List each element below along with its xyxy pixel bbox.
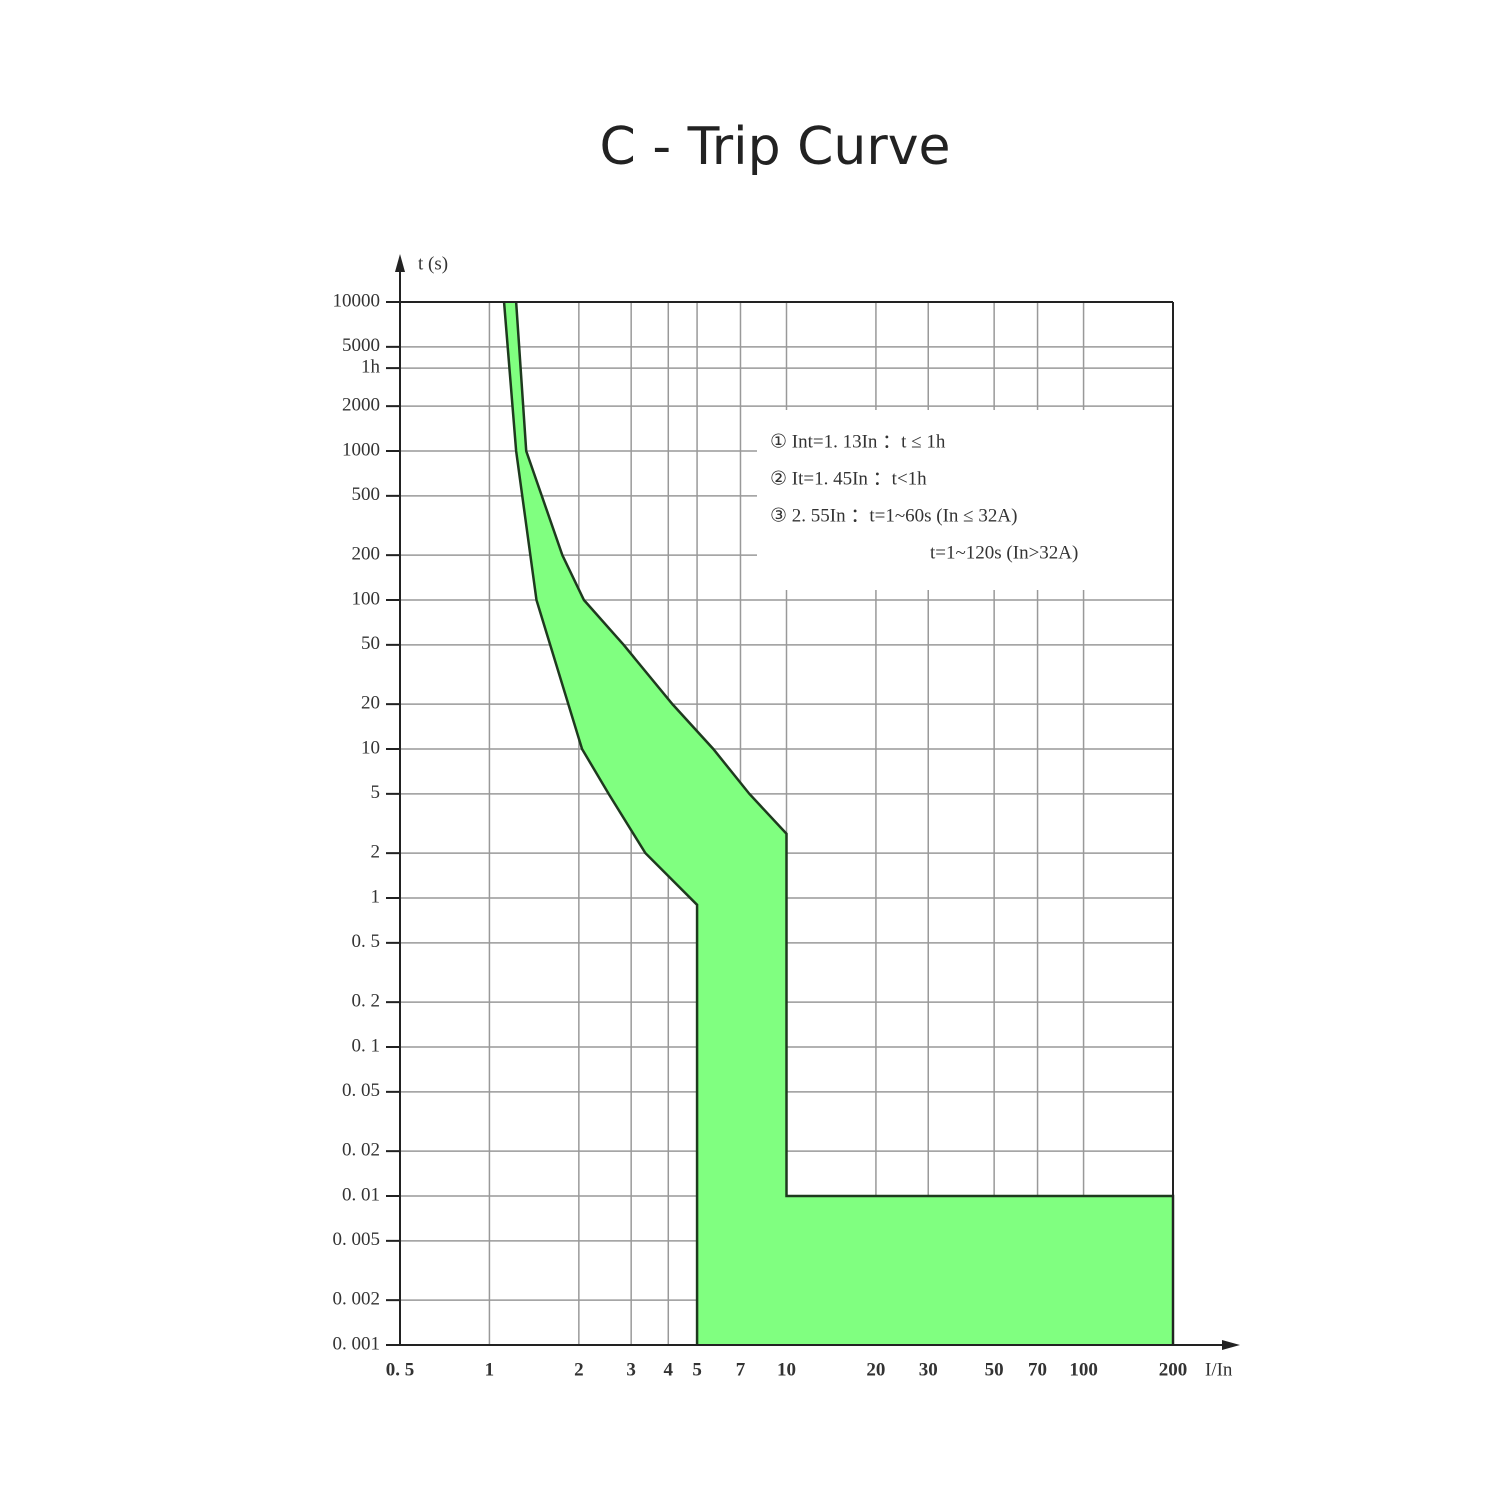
y-tick-label: 2 [371, 842, 381, 863]
annotation: ① Int=1. 13In ：t ≤ 1h [770, 431, 946, 452]
x-axis-arrow [1222, 1340, 1240, 1350]
y-tick-label: 20 [361, 693, 380, 714]
annotation: ③ 2. 55In ：t=1~60s (In ≤ 32A) [770, 505, 1017, 526]
x-tick-label: 4 [664, 1359, 674, 1380]
x-tick-label: 30 [919, 1359, 938, 1380]
x-tick-label: 5 [692, 1359, 702, 1380]
y-tick-label: 0. 1 [352, 1035, 381, 1056]
y-tick-label: 200 [352, 544, 381, 565]
trip-curve [514, 301, 1175, 1345]
y-tick-label: 10 [361, 737, 380, 758]
x-axis-label: I/In [1205, 1359, 1233, 1380]
x-tick-label: 20 [866, 1359, 885, 1380]
y-tick-label: 0. 05 [342, 1080, 380, 1101]
y-axis-label: t (s) [418, 253, 448, 274]
trip-curve [502, 301, 699, 1345]
y-axis-arrow [395, 254, 405, 272]
x-tick-label: 0. 5 [386, 1359, 415, 1380]
x-tick-label: 70 [1028, 1359, 1047, 1380]
y-tick-label: 0. 002 [333, 1289, 381, 1310]
y-tick-label: 10000 [333, 290, 381, 311]
y-tick-label: 2000 [342, 395, 380, 416]
y-tick-label: 0. 5 [352, 931, 381, 952]
x-tick-label: 3 [626, 1359, 636, 1380]
y-tick-label: 0. 02 [342, 1140, 380, 1161]
y-tick-label: 0. 2 [352, 991, 381, 1012]
legend-box [757, 410, 1172, 590]
y-tick-label: 50 [361, 633, 380, 654]
chart-title: C - Trip Curve [599, 117, 950, 177]
y-tick-label: 1000 [342, 439, 380, 460]
annotation: ② It=1. 45In ：t<1h [770, 468, 927, 489]
y-tick-label: 500 [352, 484, 381, 505]
x-tick-label: 100 [1069, 1359, 1098, 1380]
y-tick-label: 1 [371, 886, 381, 907]
band-fill [504, 302, 1174, 1345]
x-tick-label: 7 [736, 1359, 746, 1380]
y-tick-label: 0. 001 [333, 1333, 381, 1354]
x-tick-label: 10 [777, 1359, 796, 1380]
y-tick-label: 0. 005 [333, 1229, 381, 1250]
x-tick-label: 2 [574, 1359, 584, 1380]
y-tick-label: 5000 [342, 335, 380, 356]
x-tick-label: 200 [1159, 1359, 1188, 1380]
y-tick-label: 1h [361, 356, 381, 377]
y-tick-label: 100 [352, 588, 381, 609]
x-tick-label: 50 [985, 1359, 1004, 1380]
y-tick-label: 0. 01 [342, 1184, 380, 1205]
y-tick-label: 5 [371, 782, 381, 803]
x-tick-label: 1 [485, 1359, 495, 1380]
annotation: t=1~120s (In>32A) [930, 542, 1078, 563]
